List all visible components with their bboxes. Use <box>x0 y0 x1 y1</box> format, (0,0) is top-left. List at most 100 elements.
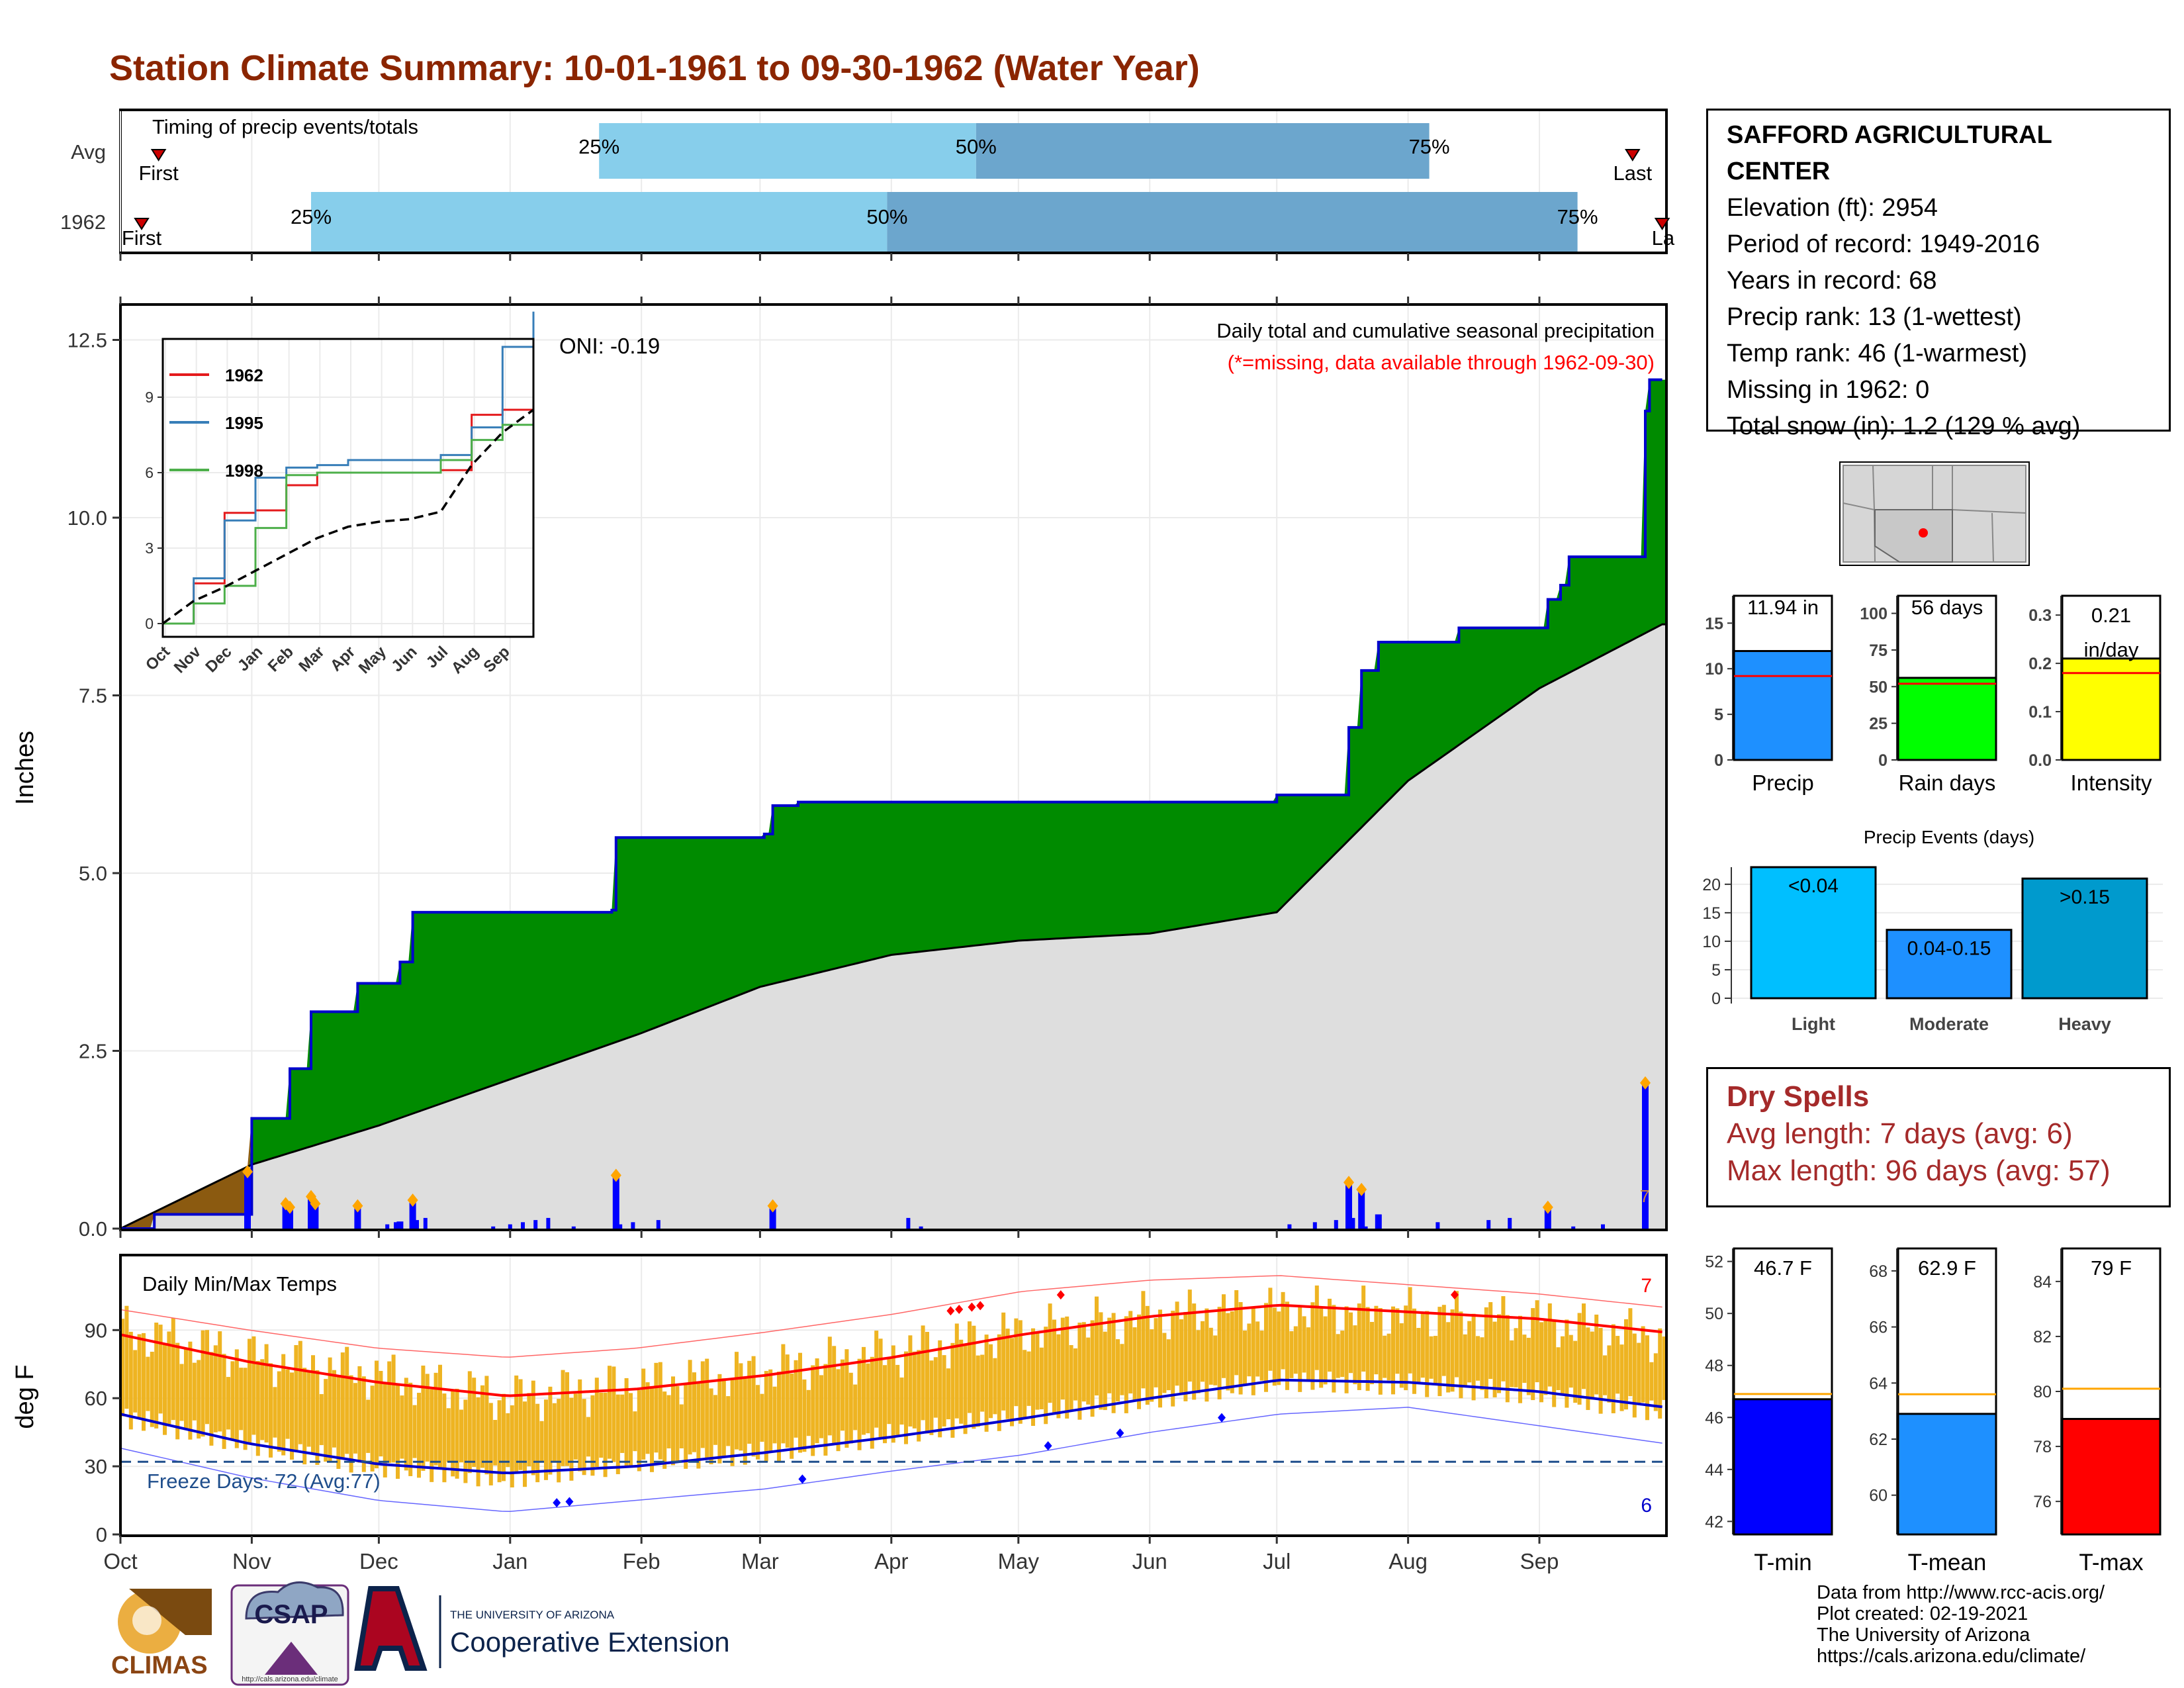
temp-daily-bar <box>192 1362 197 1421</box>
temp-daily-bar <box>1378 1308 1383 1395</box>
temp-daily-bar <box>717 1374 722 1464</box>
temp-daily-bar <box>1208 1327 1213 1385</box>
timing-label-25: 25% <box>291 205 332 228</box>
temp-xtick-label: Dec <box>359 1549 398 1573</box>
temp-daily-bar <box>467 1371 472 1474</box>
temp-daily-bar <box>493 1420 498 1466</box>
temp-daily-bar <box>433 1372 438 1466</box>
daily-precip-trace <box>423 1217 428 1229</box>
temp-daily-bar <box>404 1378 408 1471</box>
daily-precip-bar <box>409 1200 416 1229</box>
temp-daily-bar <box>561 1370 565 1466</box>
temp-daily-bar <box>1455 1291 1459 1378</box>
temp-daily-bar <box>899 1377 904 1425</box>
temp-daily-bar <box>1412 1308 1416 1394</box>
temp-daily-bar <box>1387 1333 1391 1381</box>
locator-map <box>1839 461 2030 566</box>
temp-daily-bar <box>332 1370 336 1448</box>
temp-daily-bar <box>213 1345 218 1432</box>
temp-daily-bar <box>645 1382 650 1454</box>
temp-daily-bar <box>1077 1323 1082 1420</box>
temp-daily-bar <box>1662 1336 1666 1400</box>
temp-daily-bar <box>383 1382 387 1477</box>
temp-summary-bars: 42 44 46 48 50 52 46.7 F T-min 60 62 64 66 68 62.9 F T… <box>1705 1247 2161 1575</box>
temp-daily-bar <box>1416 1328 1421 1385</box>
temp-daily-bar <box>594 1378 599 1468</box>
temp-daily-bar <box>1332 1305 1336 1393</box>
temp-daily-bar <box>357 1366 362 1463</box>
temp-daily-bar <box>1607 1345 1612 1403</box>
avg-cumulative-line <box>120 623 1666 1230</box>
temp-daily-bar <box>1463 1334 1467 1386</box>
temp-daily-bar <box>277 1371 281 1452</box>
temp-daily-bar <box>1150 1329 1154 1402</box>
temp-daily-bar <box>1383 1335 1387 1378</box>
temp-daily-bar <box>938 1340 942 1438</box>
temp-daily-bar <box>777 1372 781 1462</box>
temp-daily-bar <box>1446 1322 1451 1393</box>
temp-daily-bar <box>760 1393 764 1442</box>
station-name-line2: CENTER <box>1727 158 1831 185</box>
temp-daily-bar <box>463 1399 468 1483</box>
last-label: La <box>1652 226 1675 250</box>
temp-daily-bar <box>1302 1316 1306 1373</box>
temp-daily-bar <box>925 1332 929 1434</box>
temp-daily-bar <box>1404 1305 1408 1391</box>
temp-daily-bar <box>497 1400 502 1483</box>
temp-daily-bar <box>163 1343 167 1435</box>
temp-daily-bar <box>1365 1307 1370 1391</box>
temp-daily-bar <box>1641 1326 1645 1403</box>
temp-daily-bar <box>552 1403 557 1463</box>
temp-daily-bar <box>1615 1336 1620 1394</box>
timing-label-75: 75% <box>1409 135 1450 158</box>
temp-daily-bar <box>527 1393 531 1467</box>
temp-summary-ytick-label: 82 <box>2033 1328 2052 1346</box>
daily-precip-bar <box>1544 1207 1551 1229</box>
precip-ylabel: Inches <box>11 731 39 805</box>
temp-daily-bar <box>133 1350 138 1413</box>
temp-daily-bar <box>1590 1331 1594 1400</box>
inset-series-1998 <box>163 392 535 625</box>
mini-ytick-label: 15 <box>1705 614 1723 633</box>
temp-daily-bar <box>1031 1328 1035 1427</box>
temp-daily-bar <box>412 1405 417 1458</box>
mini-value-label: 0.21 <box>2091 604 2131 627</box>
temp-daily-bar <box>608 1366 612 1459</box>
temp-daily-bar <box>158 1325 163 1414</box>
temp-lines <box>120 1275 1666 1513</box>
temp-daily-bar <box>370 1385 375 1472</box>
temp-daily-bar <box>781 1344 786 1444</box>
temp-summary-ytick-label: 76 <box>2033 1493 2052 1511</box>
temp-daily-bar <box>1056 1334 1061 1419</box>
temp-daily-bar <box>713 1395 717 1445</box>
temp-daily-bar <box>387 1361 392 1463</box>
precip-ytick-label: 10.0 <box>68 506 107 530</box>
mini-ytick-label: 75 <box>1869 641 1888 660</box>
temp-daily-bar <box>954 1323 959 1419</box>
temp-daily-bar <box>1314 1285 1319 1370</box>
temp-daily-bar <box>785 1354 790 1448</box>
temp-daily-bar <box>539 1421 544 1462</box>
daily-precip-trace <box>1312 1222 1317 1229</box>
temp-daily-bar <box>1044 1327 1048 1425</box>
temp-daily-bar <box>662 1391 667 1469</box>
temp-daily-bar <box>290 1372 294 1460</box>
first-label: First <box>138 162 179 185</box>
temp-daily-bar <box>1420 1313 1425 1378</box>
avg-cumulative-area <box>120 624 1666 1229</box>
temp-daily-bar <box>1658 1328 1662 1419</box>
temp-daily-bar <box>1522 1335 1527 1383</box>
temp-daily-bar <box>1018 1320 1023 1424</box>
temp-summary-name: T-mean <box>1908 1550 1987 1575</box>
timing-label-avg: Avg <box>71 140 106 164</box>
temp-daily-bar <box>324 1379 328 1462</box>
precip-ytick-label: 0.0 <box>79 1217 107 1241</box>
temp-daily-bar <box>150 1352 154 1427</box>
temp-daily-bar <box>1099 1312 1103 1410</box>
temp-daily-bar <box>269 1363 273 1458</box>
mini-bar-Precip <box>1733 649 1833 761</box>
mini-value-unit: in/day <box>2084 638 2139 661</box>
daily-precip-trace <box>546 1217 551 1229</box>
temp-summary-ytick-label: 64 <box>1869 1374 1888 1393</box>
